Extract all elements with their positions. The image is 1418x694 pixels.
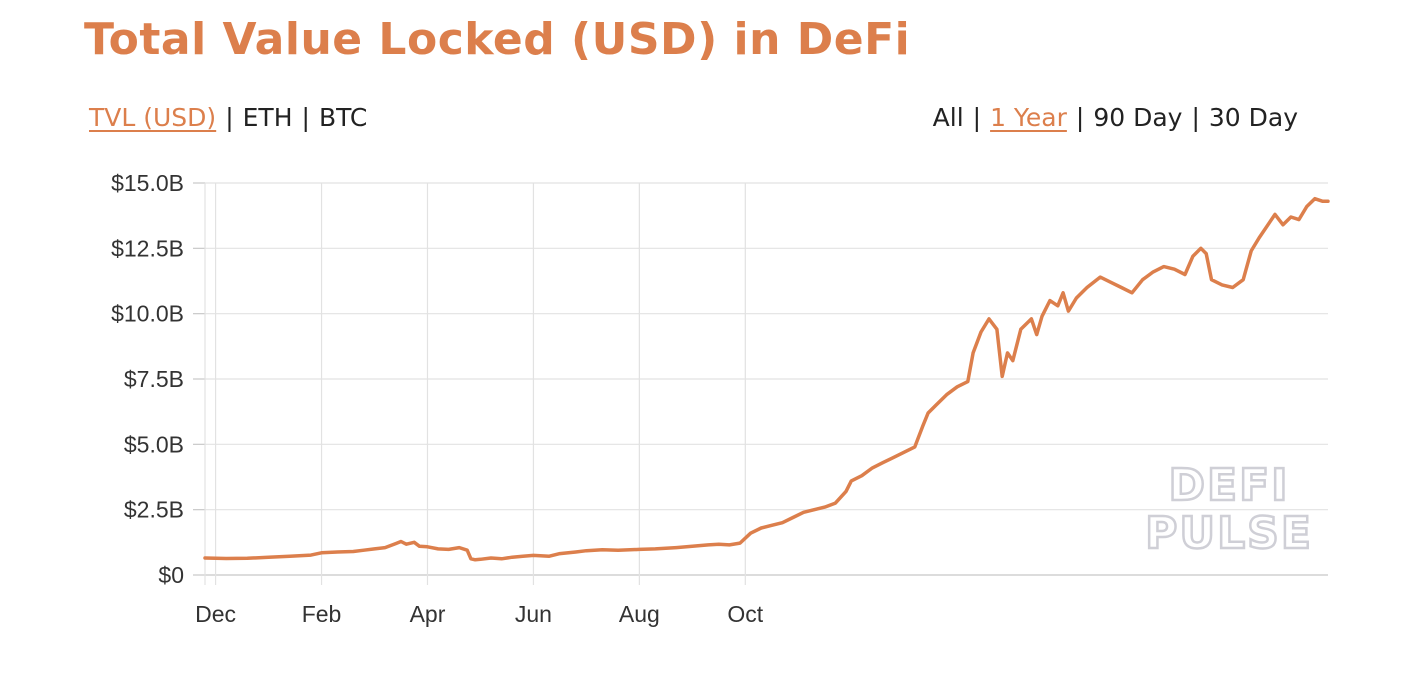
- range-all[interactable]: All: [932, 103, 964, 132]
- y-tick-label: $2.5B: [124, 497, 184, 523]
- chart-series: [203, 196, 1330, 562]
- x-tick-label: Dec: [195, 601, 236, 627]
- separator: |: [1075, 103, 1085, 132]
- tvl-series-line: [203, 196, 1330, 562]
- x-tick-label: Feb: [302, 601, 342, 627]
- tab-tvl-usd[interactable]: TVL (USD): [89, 103, 217, 132]
- x-tick-label: Aug: [619, 601, 660, 627]
- x-tick-label: Apr: [410, 601, 446, 627]
- x-tick-label: Jun: [515, 601, 552, 627]
- tab-eth[interactable]: ETH: [242, 103, 293, 132]
- tab-btc[interactable]: BTC: [318, 103, 368, 132]
- range-90-day[interactable]: 90 Day: [1093, 103, 1183, 132]
- watermark-line-2: PULSE: [1145, 508, 1313, 559]
- separator: |: [1191, 103, 1200, 132]
- chart-grid: [193, 182, 1328, 585]
- separator: |: [301, 103, 310, 132]
- y-axis-ticks: $0 $2.5B $5.0B $7.5B $10.0B $12.5B $15.0B: [111, 170, 184, 588]
- y-tick-label: $5.0B: [124, 431, 184, 457]
- y-tick-label: $15.0B: [111, 170, 184, 196]
- separator: |: [225, 103, 234, 132]
- separator: |: [972, 103, 982, 132]
- y-tick-label: $7.5B: [124, 366, 184, 392]
- x-tick-label: Oct: [727, 601, 763, 627]
- page-title: Total Value Locked (USD) in DeFi: [84, 14, 911, 65]
- range-1-year[interactable]: 1 Year: [990, 103, 1067, 132]
- x-axis-ticks: Dec Feb Apr Jun Aug Oct: [195, 601, 764, 627]
- y-tick-label: $10.0B: [111, 301, 184, 327]
- y-tick-label: $0: [158, 562, 184, 588]
- metric-toggle-group: TVL (USD) | ETH | BTC: [89, 103, 367, 132]
- defi-pulse-watermark: DEFI PULSE: [1144, 459, 1313, 561]
- range-30-day[interactable]: 30 Day: [1208, 103, 1298, 132]
- range-toggle-group: All | 1 Year | 90 Day | 30 Day: [933, 103, 1298, 132]
- y-tick-label: $12.5B: [111, 235, 184, 261]
- watermark-line-1: DEFI: [1168, 460, 1289, 511]
